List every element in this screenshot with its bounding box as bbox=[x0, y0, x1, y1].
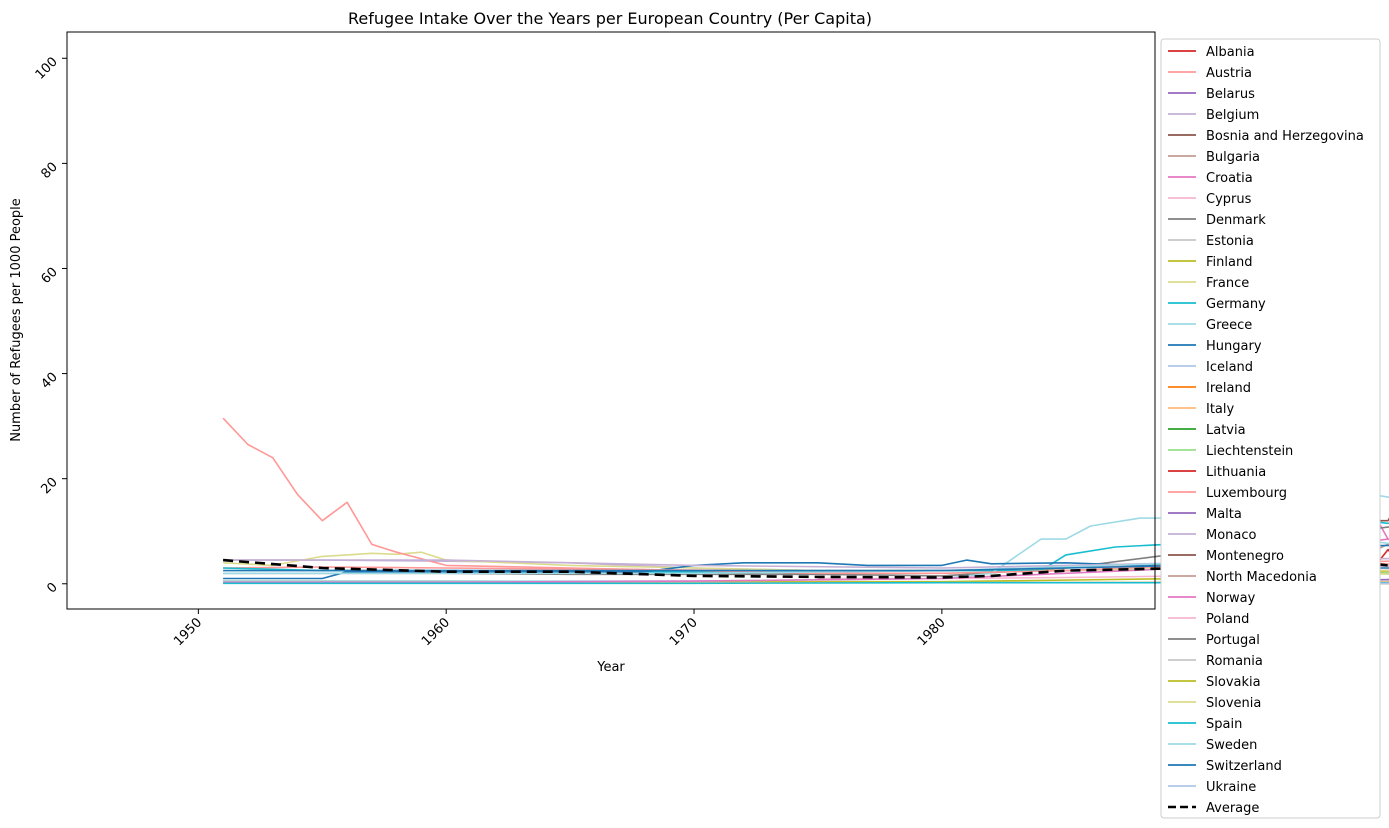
legend-entry-label: Average bbox=[1206, 801, 1259, 816]
legend-entry-label: Italy bbox=[1206, 402, 1235, 417]
legend-entry-label: Liechtenstein bbox=[1206, 444, 1293, 459]
legend-entry-label: Belarus bbox=[1206, 87, 1255, 102]
legend-entry-label: Croatia bbox=[1206, 171, 1253, 186]
chart-title: Refugee Intake Over the Years per Europe… bbox=[348, 9, 872, 28]
legend-entry-label: Germany bbox=[1206, 297, 1266, 312]
legend-entry-label: Bosnia and Herzegovina bbox=[1206, 129, 1364, 144]
series-line-luxembourg bbox=[222, 417, 1389, 575]
legend-entry-label: Lithuania bbox=[1206, 465, 1266, 480]
y-axis-label: Number of Refugees per 1000 People bbox=[9, 198, 24, 442]
legend-entry-label: Greece bbox=[1206, 318, 1252, 333]
legend-frame bbox=[1160, 38, 1381, 819]
legend-entry-label: Romania bbox=[1206, 654, 1263, 669]
legend-entry-label: Malta bbox=[1206, 507, 1242, 522]
legend-entry-label: Ukraine bbox=[1206, 780, 1256, 795]
legend-entry-label: Finland bbox=[1206, 255, 1252, 270]
legend-entry-label: Estonia bbox=[1206, 234, 1254, 249]
legend-entry-label: North Macedonia bbox=[1206, 570, 1317, 585]
legend-entry-label: Cyprus bbox=[1206, 192, 1252, 207]
legend-entry-label: Luxembourg bbox=[1206, 486, 1287, 501]
legend-entry-label: Slovenia bbox=[1206, 696, 1261, 711]
legend-entry-label: Portugal bbox=[1206, 633, 1260, 648]
legend-entry-label: Montenegro bbox=[1206, 549, 1284, 564]
series-line-sweden bbox=[223, 533, 1389, 575]
legend-entry-label: Ireland bbox=[1206, 381, 1251, 396]
legend-entry-label: France bbox=[1206, 276, 1249, 291]
legend-entry-label: Belgium bbox=[1206, 108, 1259, 123]
legend-entry-label: Albania bbox=[1206, 45, 1255, 60]
series-line-spain bbox=[223, 581, 1389, 585]
legend-entry-label: Slovakia bbox=[1206, 675, 1261, 690]
legend-entry-label: Austria bbox=[1206, 66, 1252, 81]
legend-entry-label: Monaco bbox=[1206, 528, 1257, 543]
legend-entry-label: Sweden bbox=[1206, 738, 1257, 753]
legend-entry-label: Bulgaria bbox=[1206, 150, 1260, 165]
legend-entry-label: Spain bbox=[1206, 717, 1242, 732]
x-axis-label: Year bbox=[596, 660, 625, 675]
legend-entry-label: Hungary bbox=[1206, 339, 1262, 354]
plot-area-frame bbox=[66, 31, 1156, 610]
legend: Albania Austria Belarus Belgium Bosnia and H… bbox=[1160, 38, 1381, 819]
series-line-bosnia-and-herzegovina bbox=[1338, 517, 1389, 527]
legend-entry-label: Iceland bbox=[1206, 360, 1253, 375]
legend-entry-label: Norway bbox=[1206, 591, 1256, 606]
legend-entry-label: Switzerland bbox=[1206, 759, 1282, 774]
legend-entry-label: Poland bbox=[1206, 612, 1249, 627]
legend-entry-label: Latvia bbox=[1206, 423, 1246, 438]
series-line-cyprus bbox=[817, 569, 1389, 580]
legend-entry-label: Denmark bbox=[1206, 213, 1266, 228]
